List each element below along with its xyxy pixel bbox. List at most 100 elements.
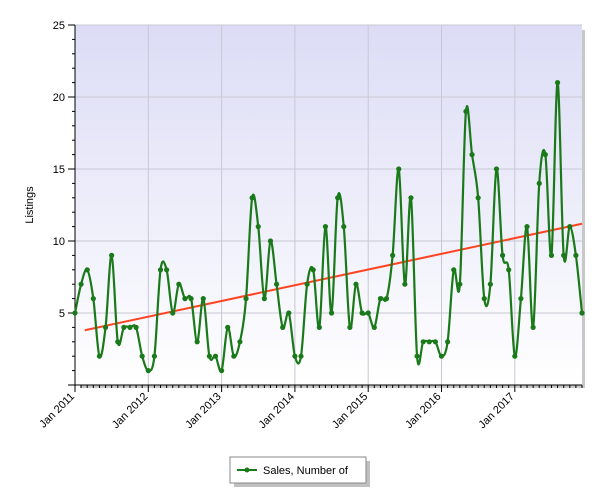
data-point bbox=[487, 281, 493, 287]
y-tick-label: 10 bbox=[53, 236, 65, 248]
data-point bbox=[145, 368, 151, 374]
data-point bbox=[463, 108, 469, 114]
data-point bbox=[219, 368, 225, 374]
data-point bbox=[579, 310, 585, 316]
data-point bbox=[188, 296, 194, 302]
data-point bbox=[78, 281, 84, 287]
data-point bbox=[536, 180, 542, 186]
data-point bbox=[445, 339, 451, 345]
data-point bbox=[432, 339, 438, 345]
data-point bbox=[328, 310, 335, 316]
data-point bbox=[493, 166, 500, 172]
data-point bbox=[90, 296, 96, 302]
x-tick-label: Jan 2013 bbox=[183, 391, 223, 431]
data-point bbox=[286, 310, 292, 316]
data-point bbox=[530, 324, 536, 330]
data-point bbox=[414, 353, 420, 359]
data-point bbox=[512, 353, 518, 359]
grid-lines bbox=[74, 24, 582, 385]
data-point bbox=[402, 281, 408, 287]
data-point bbox=[567, 224, 573, 230]
data-point bbox=[304, 281, 310, 287]
data-point bbox=[237, 339, 243, 345]
legend-marker-swatch bbox=[244, 467, 250, 473]
data-point bbox=[298, 353, 304, 359]
data-point bbox=[561, 252, 567, 258]
data-point bbox=[518, 296, 524, 302]
data-point bbox=[127, 324, 133, 330]
data-point bbox=[451, 267, 457, 273]
data-point bbox=[420, 339, 426, 345]
data-point bbox=[341, 224, 347, 230]
data-point bbox=[255, 224, 261, 230]
data-point bbox=[371, 324, 377, 330]
data-point bbox=[542, 152, 548, 158]
data-point bbox=[292, 353, 298, 359]
data-point bbox=[426, 339, 432, 345]
series-line bbox=[73, 81, 584, 373]
data-point bbox=[194, 339, 200, 345]
data-point bbox=[102, 324, 109, 330]
data-point bbox=[383, 296, 390, 302]
data-point bbox=[249, 195, 255, 201]
x-tick-label: Jan 2014 bbox=[257, 391, 297, 431]
data-point bbox=[481, 296, 487, 302]
data-point bbox=[438, 353, 445, 359]
data-point bbox=[347, 324, 353, 330]
data-point bbox=[139, 353, 145, 359]
data-point bbox=[359, 310, 365, 316]
data-point bbox=[524, 224, 530, 230]
data-point bbox=[243, 296, 249, 302]
data-point bbox=[316, 324, 322, 330]
data-point bbox=[506, 267, 512, 273]
data-point bbox=[96, 353, 103, 359]
data-point bbox=[377, 296, 384, 302]
data-point bbox=[280, 324, 286, 330]
y-tick-label: 20 bbox=[53, 92, 65, 104]
data-point bbox=[273, 281, 280, 287]
data-point bbox=[157, 267, 164, 273]
data-point bbox=[365, 310, 371, 316]
data-point bbox=[353, 281, 359, 287]
data-point bbox=[225, 324, 231, 330]
y-tick-label: 15 bbox=[53, 164, 65, 176]
data-point bbox=[548, 252, 555, 258]
data-point bbox=[170, 310, 176, 316]
data-point bbox=[457, 281, 463, 287]
data-point bbox=[115, 339, 121, 345]
data-point bbox=[176, 281, 182, 287]
data-point bbox=[267, 238, 274, 244]
legend: Sales, Number of bbox=[229, 456, 370, 487]
data-point bbox=[322, 224, 329, 230]
y-tick-label: 25 bbox=[53, 20, 65, 32]
data-point bbox=[72, 310, 78, 316]
data-point bbox=[573, 252, 579, 258]
data-point bbox=[554, 80, 561, 86]
y-tick-labels: 5 10 15 20 25 bbox=[53, 20, 65, 320]
data-point bbox=[396, 166, 402, 172]
legend-label: Sales, Number of bbox=[263, 465, 349, 477]
data-point bbox=[151, 353, 158, 359]
data-point bbox=[261, 296, 267, 302]
data-point bbox=[206, 353, 212, 359]
data-point bbox=[499, 252, 506, 258]
data-point bbox=[475, 195, 481, 201]
x-tick-label: Jan 2012 bbox=[110, 391, 150, 431]
x-tick-label: Jan 2016 bbox=[403, 391, 443, 431]
data-point bbox=[390, 252, 396, 258]
data-point bbox=[200, 296, 206, 302]
data-point bbox=[408, 195, 414, 201]
data-point bbox=[335, 195, 341, 201]
plot-area bbox=[75, 25, 582, 385]
x-tick-labels: Jan 2011 Jan 2012 Jan 2013 Jan 2014 Jan 2015… bbox=[37, 391, 517, 431]
data-point bbox=[121, 324, 127, 330]
data-point bbox=[310, 267, 316, 273]
data-point bbox=[164, 267, 170, 273]
data-point bbox=[469, 152, 475, 158]
data-point bbox=[84, 267, 90, 273]
data-point bbox=[182, 296, 188, 302]
series-sales bbox=[73, 81, 584, 373]
data-point bbox=[133, 324, 139, 330]
data-point bbox=[109, 252, 115, 258]
